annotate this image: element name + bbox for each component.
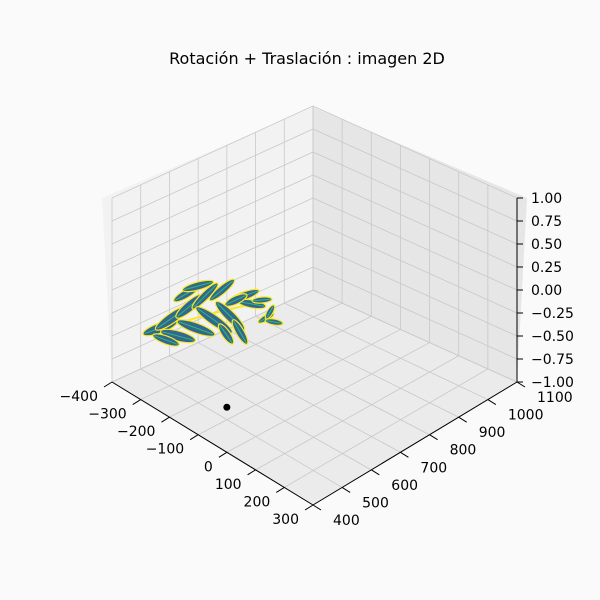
z-tick-label: −1.00 bbox=[531, 375, 574, 391]
grid-line-z bbox=[111, 197, 314, 291]
y-tick-label: 500 bbox=[362, 495, 389, 511]
x-tick-mark bbox=[189, 434, 199, 441]
y-tick-mark bbox=[429, 434, 438, 441]
grid-line-y bbox=[284, 302, 489, 400]
fern-image bbox=[142, 278, 284, 347]
fern-vein bbox=[219, 324, 233, 344]
fern-vein bbox=[178, 321, 214, 335]
grid-line-z bbox=[111, 128, 314, 222]
grid-line-z bbox=[312, 220, 518, 314]
y-tick-mark bbox=[458, 416, 467, 423]
y-tick-mark bbox=[400, 451, 409, 458]
y-tick-label: 600 bbox=[391, 478, 418, 494]
z-tick-label: −0.50 bbox=[531, 329, 574, 345]
z-tick-label: −0.25 bbox=[531, 306, 574, 322]
grid-line-z bbox=[312, 128, 518, 222]
grid-line-z bbox=[111, 220, 314, 314]
fern-vein bbox=[153, 335, 179, 345]
z-tick-label: 0.75 bbox=[531, 214, 562, 230]
z-tick-label: 0.50 bbox=[531, 237, 562, 253]
grid-line-y bbox=[255, 315, 459, 418]
fern-vein bbox=[265, 305, 275, 319]
y-tick-label: 1100 bbox=[537, 390, 573, 406]
grid-line-y bbox=[169, 355, 372, 471]
fern-vein bbox=[210, 280, 234, 300]
grid-line-z bbox=[111, 151, 314, 245]
fern-vein bbox=[183, 281, 213, 291]
grid-line-z bbox=[312, 174, 518, 268]
x-tick-label: −300 bbox=[88, 407, 126, 423]
data-point bbox=[223, 403, 231, 411]
x-tick-mark bbox=[276, 487, 285, 493]
x-tick-mark bbox=[247, 469, 256, 476]
grid-line-z bbox=[312, 197, 518, 291]
z-tick-label: 0.25 bbox=[531, 260, 562, 276]
x-tick-label: 100 bbox=[215, 477, 242, 493]
z-tick-label: 0.00 bbox=[531, 283, 562, 299]
y-tick-label: 700 bbox=[420, 460, 447, 476]
x-tick-label: −100 bbox=[146, 442, 184, 458]
y-tick-label: 400 bbox=[333, 513, 360, 529]
fern-vein bbox=[265, 320, 283, 324]
grid-line-x bbox=[197, 329, 401, 436]
grid-line-z bbox=[312, 105, 518, 199]
x-axis-line bbox=[111, 381, 314, 506]
grid-line-z bbox=[111, 174, 314, 268]
y-tick-label: 800 bbox=[450, 443, 477, 459]
fern-vein bbox=[226, 294, 246, 306]
grid-line-z bbox=[312, 266, 518, 360]
grid-line-x bbox=[255, 355, 459, 471]
z-tick-label: −0.75 bbox=[531, 352, 574, 368]
fern-frond-main bbox=[142, 278, 273, 347]
y-tick-mark bbox=[312, 504, 322, 511]
grid-line-z bbox=[312, 289, 518, 383]
y-tick-mark bbox=[341, 487, 351, 493]
fern-vein bbox=[193, 284, 217, 308]
chart-title: Rotación + Traslación : imagen 2D bbox=[169, 49, 445, 68]
fern-vein bbox=[162, 331, 194, 341]
x-tick-mark bbox=[103, 381, 113, 388]
grid-line-y bbox=[197, 342, 401, 453]
grid-line-z bbox=[111, 105, 314, 199]
z-tick-labels: −1.00 −0.75 −0.50 −0.25 0.00 0.25 0.50 0.75 1.00 bbox=[517, 191, 574, 391]
grid-line-y bbox=[226, 329, 430, 436]
fern-vein bbox=[252, 298, 272, 302]
x-tick-mark bbox=[304, 504, 314, 511]
z-tick-label: 1.00 bbox=[531, 191, 562, 207]
x-tick-label: −400 bbox=[60, 389, 98, 405]
x-tick-mark bbox=[161, 416, 170, 423]
grid-line-z bbox=[312, 243, 518, 337]
y-tick-label: 1000 bbox=[508, 408, 544, 424]
grid-line-z bbox=[312, 151, 518, 245]
x-tick-label: 300 bbox=[272, 512, 299, 528]
y-tick-label: 900 bbox=[479, 425, 506, 441]
grid-line-y bbox=[140, 368, 343, 488]
fern-frond-small bbox=[257, 304, 284, 326]
x-tick-mark bbox=[132, 399, 141, 405]
fern-vein bbox=[239, 301, 265, 307]
x-tick-label: 200 bbox=[244, 494, 271, 510]
grid-line-x bbox=[284, 368, 489, 488]
grid-line-x bbox=[140, 302, 343, 400]
x-tick-label: −200 bbox=[117, 424, 155, 440]
y-axis-line bbox=[312, 381, 518, 506]
y-tick-mark bbox=[516, 381, 526, 388]
fern-vein bbox=[233, 320, 247, 344]
x-tick-label: 0 bbox=[204, 459, 213, 475]
y-tick-mark bbox=[371, 469, 380, 476]
grid-line-x bbox=[169, 315, 372, 418]
floor-pane bbox=[112, 290, 517, 505]
x-tick-mark bbox=[218, 451, 228, 458]
y-tick-mark bbox=[487, 399, 497, 405]
grid-line-x bbox=[226, 342, 430, 453]
